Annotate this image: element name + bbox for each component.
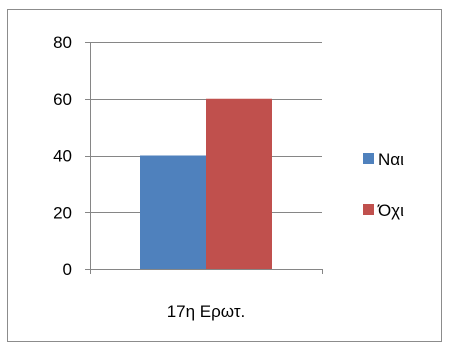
bars [140,98,272,269]
y-tick-labels: 0 20 40 60 80 [53,33,72,279]
bar-series-1-cat-0 [206,98,272,269]
legend-swatch-nai [363,153,374,164]
bar-series-0-cat-0 [140,155,206,269]
legend-label-ochi: Όχι [377,201,404,220]
y-tick-label-80: 80 [53,33,72,52]
y-tick-label-20: 20 [53,203,72,222]
legend: Ναι Όχι [363,150,404,220]
y-tick-label-40: 40 [53,147,72,166]
y-tick-label-0: 0 [63,260,72,279]
x-category-label: 17η Ερωτ. [167,302,246,321]
y-tick-label-60: 60 [53,90,72,109]
legend-label-nai: Ναι [378,150,404,169]
legend-swatch-ochi [363,204,374,215]
